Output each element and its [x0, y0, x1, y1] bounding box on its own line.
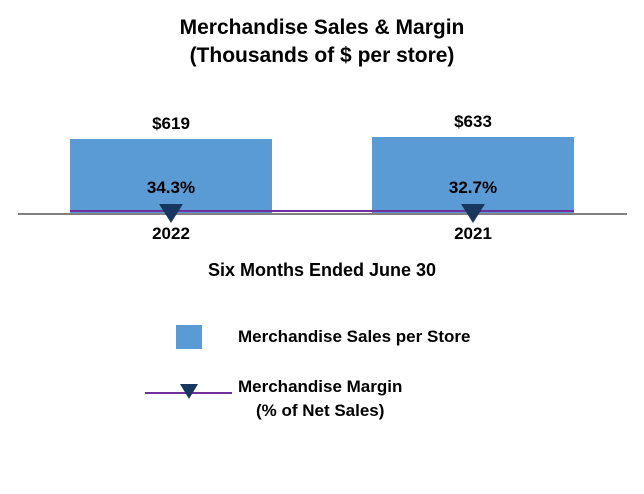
x-axis-title: Six Months Ended June 30 [207, 260, 437, 280]
margin-marker-triangle-icon [461, 204, 485, 223]
sales-bar-2021 [372, 137, 574, 214]
legend-item-margin: Merchandise Margin (% of Net Sales) [145, 375, 644, 423]
x-axis-line [18, 213, 627, 215]
legend-sales-marker-col [145, 325, 232, 349]
legend-margin-label: Merchandise Margin (% of Net Sales) [238, 375, 402, 423]
legend-item-sales: Merchandise Sales per Store [145, 325, 644, 349]
margin-marker-triangle-icon [159, 204, 183, 223]
plot-area: $619 34.3% $633 32.7% [0, 106, 644, 223]
margin-value-label: 34.3% [146, 178, 196, 197]
category-label-2022: 2022 [152, 224, 190, 243]
bar-group-2022: $619 34.3% [70, 106, 272, 223]
legend-margin-label-line2: (% of Net Sales) [255, 401, 385, 420]
bar-group-2021: $633 32.7% [372, 106, 574, 223]
legend: Merchandise Sales per Store Merchandise … [145, 325, 644, 423]
sales-legend-swatch-icon [175, 325, 202, 349]
bar-value-label: $619 [152, 114, 190, 133]
bar-value-label: $633 [454, 112, 492, 131]
chart-title: Merchandise Sales & Margin (Thousands of… [0, 14, 644, 70]
legend-margin-label-line1: Merchandise Margin [238, 377, 403, 396]
chart-title-line2: (Thousands of $ per store) [189, 44, 455, 67]
legend-sales-label: Merchandise Sales per Store [238, 327, 471, 346]
category-label-2021: 2021 [454, 224, 492, 243]
margin-series-line [70, 210, 574, 212]
sales-bar-2022 [70, 139, 272, 214]
category-axis: 2022 2021 [0, 224, 644, 244]
margin-value-label: 32.7% [448, 178, 498, 197]
chart-title-line1: Merchandise Sales & Margin [179, 16, 465, 39]
margin-legend-marker-icon [145, 381, 232, 405]
margin-legend-triangle-icon [179, 384, 198, 399]
